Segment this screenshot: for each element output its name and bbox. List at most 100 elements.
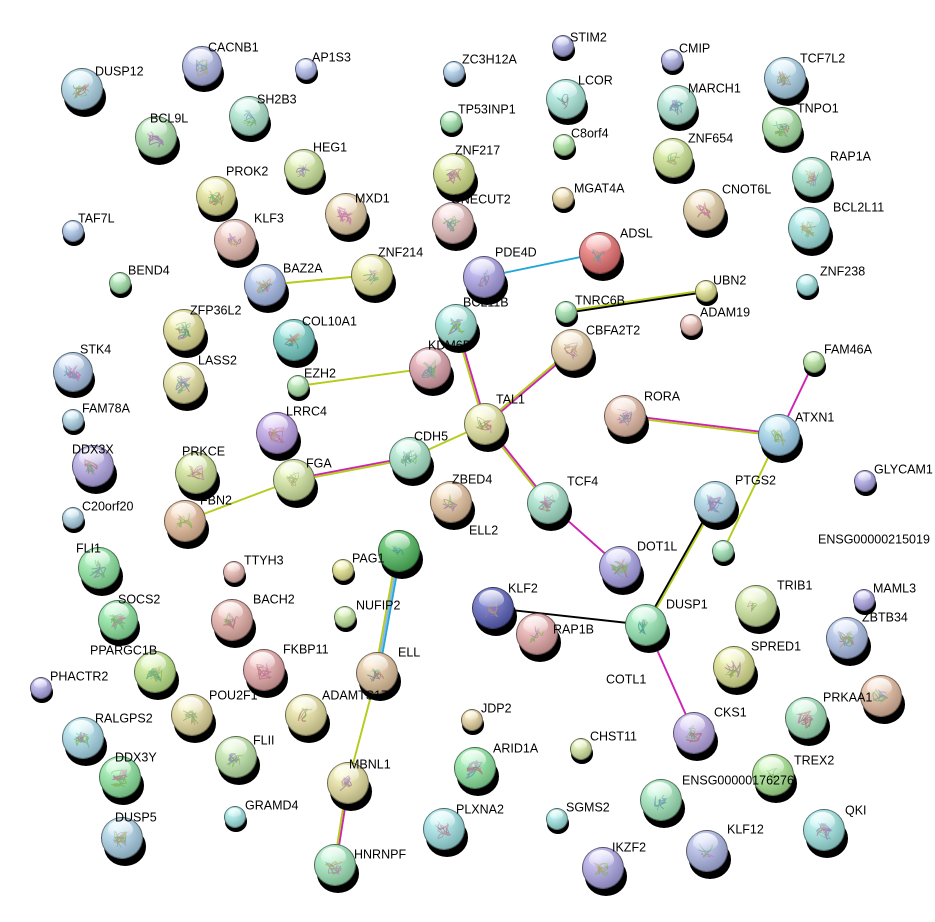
node-sphere[interactable]	[30, 677, 52, 699]
protein-node-DDX3Y[interactable]	[99, 756, 144, 805]
protein-node-RAP1A[interactable]	[792, 157, 835, 204]
protein-node-TAL1[interactable]	[464, 403, 509, 452]
protein-node-TNPO1[interactable]	[762, 107, 805, 154]
node-sphere[interactable]	[762, 107, 802, 147]
node-sphere[interactable]	[464, 403, 506, 445]
node-sphere[interactable]	[796, 274, 818, 296]
node-sphere[interactable]	[673, 712, 715, 754]
protein-node-ZNF214[interactable]	[351, 254, 396, 303]
node-sphere[interactable]	[854, 470, 876, 492]
edge-EZH2-KDM6B[interactable]	[297, 367, 431, 387]
protein-node-RORA[interactable]	[604, 395, 649, 444]
node-sphere[interactable]	[334, 606, 356, 628]
node-sphere[interactable]	[599, 546, 641, 588]
protein-node-FAM78A[interactable]	[62, 409, 86, 435]
protein-node-ADAM19[interactable]	[680, 314, 704, 340]
protein-node-CHST11[interactable]	[570, 738, 594, 764]
protein-node-CACNB1[interactable]	[182, 46, 225, 93]
node-sphere[interactable]	[582, 847, 624, 889]
node-sphere[interactable]	[527, 482, 569, 524]
edge-TNRC6B-UBN2[interactable]	[565, 289, 706, 313]
protein-node-TCF4[interactable]	[527, 482, 572, 531]
node-sphere[interactable]	[604, 395, 646, 437]
node-sphere[interactable]	[62, 507, 84, 529]
node-sphere[interactable]	[351, 254, 393, 296]
protein-node-FGA[interactable]	[273, 459, 318, 508]
node-sphere[interactable]	[555, 301, 577, 323]
protein-node-PRKCE[interactable]	[175, 452, 220, 501]
node-sphere[interactable]	[680, 314, 702, 336]
node-sphere[interactable]	[570, 738, 592, 760]
protein-node-RAP1B[interactable]	[516, 613, 561, 662]
node-sphere[interactable]	[463, 256, 505, 298]
node-sphere[interactable]	[430, 481, 472, 523]
protein-node-ONECUT2[interactable]	[432, 202, 477, 251]
edge-RORA-ATXN1[interactable]	[624, 415, 779, 437]
node-sphere[interactable]	[461, 709, 483, 731]
node-sphere[interactable]	[196, 176, 236, 216]
protein-node-MGAT4A[interactable]	[552, 187, 576, 213]
node-sphere[interactable]	[409, 347, 451, 389]
node-sphere[interactable]	[579, 232, 621, 274]
protein-node-IKZF2[interactable]	[582, 847, 627, 896]
node-sphere[interactable]	[803, 809, 845, 851]
protein-node-PAG1[interactable]	[332, 559, 356, 585]
protein-node-ZBED4[interactable]	[430, 481, 475, 530]
protein-node-DOT1L[interactable]	[599, 546, 644, 595]
protein-node-ENSG00000215019[interactable]	[712, 540, 736, 566]
protein-node-PTGS2[interactable]	[694, 481, 739, 530]
protein-node-ZNF654[interactable]	[653, 138, 696, 185]
protein-node-ADAMTS17[interactable]	[285, 694, 330, 743]
protein-node-MAML3[interactable]	[853, 589, 877, 615]
protein-node-TNRC6B[interactable]	[555, 301, 579, 327]
protein-node-CKS1[interactable]	[673, 712, 718, 761]
node-sphere[interactable]	[224, 806, 246, 828]
protein-node-C8orf4[interactable]	[553, 134, 577, 160]
protein-node-SPRED1[interactable]	[713, 646, 758, 695]
node-sphere[interactable]	[640, 779, 682, 821]
node-sphere[interactable]	[214, 219, 256, 261]
protein-node-NUFIP2[interactable]	[334, 606, 358, 632]
node-sphere[interactable]	[285, 694, 327, 736]
node-sphere[interactable]	[792, 157, 832, 197]
protein-node-ZNF238[interactable]	[796, 274, 820, 300]
protein-node-LASS2[interactable]	[163, 362, 208, 411]
node-sphere[interactable]	[694, 481, 736, 523]
protein-node-RALGPS2[interactable]	[62, 717, 107, 766]
protein-node-KLF2[interactable]	[472, 587, 517, 636]
protein-node-ATXN1[interactable]	[758, 414, 803, 463]
node-sphere[interactable]	[653, 138, 693, 178]
node-sphere[interactable]	[314, 844, 356, 886]
node-sphere[interactable]	[433, 153, 475, 195]
protein-node-SGMS2[interactable]	[546, 808, 570, 834]
node-sphere[interactable]	[516, 613, 558, 655]
protein-node-BCL9L[interactable]	[135, 116, 180, 165]
protein-node-KLF12[interactable]	[686, 830, 731, 879]
node-sphere[interactable]	[546, 808, 568, 830]
node-sphere[interactable]	[432, 202, 474, 244]
node-sphere[interactable]	[378, 530, 420, 572]
node-sphere[interactable]	[244, 264, 286, 306]
protein-node-FKBP11[interactable]	[243, 649, 288, 698]
protein-node-FLII[interactable]	[215, 736, 260, 785]
protein-node-PROK2[interactable]	[196, 176, 239, 223]
node-sphere[interactable]	[62, 409, 84, 431]
protein-node-ADSL[interactable]	[579, 232, 624, 281]
protein-node-ZNF217[interactable]	[433, 153, 478, 202]
protein-node-ELL[interactable]	[356, 652, 401, 701]
node-sphere[interactable]	[215, 736, 257, 778]
protein-node-POU2F1[interactable]	[171, 694, 216, 743]
protein-node-PHACTR2[interactable]	[30, 677, 54, 703]
protein-node-C20orf20[interactable]	[62, 507, 86, 533]
protein-node-ELL2[interactable]	[378, 530, 423, 579]
node-sphere[interactable]	[788, 207, 830, 249]
protein-node-PDE4D[interactable]	[463, 256, 508, 305]
protein-node-QKI[interactable]	[803, 809, 848, 858]
node-sphere[interactable]	[223, 561, 245, 583]
node-sphere[interactable]	[454, 747, 496, 789]
node-sphere[interactable]	[853, 589, 875, 611]
node-sphere[interactable]	[53, 352, 93, 392]
node-sphere[interactable]	[686, 830, 728, 872]
protein-node-TRIB1[interactable]	[735, 585, 780, 634]
